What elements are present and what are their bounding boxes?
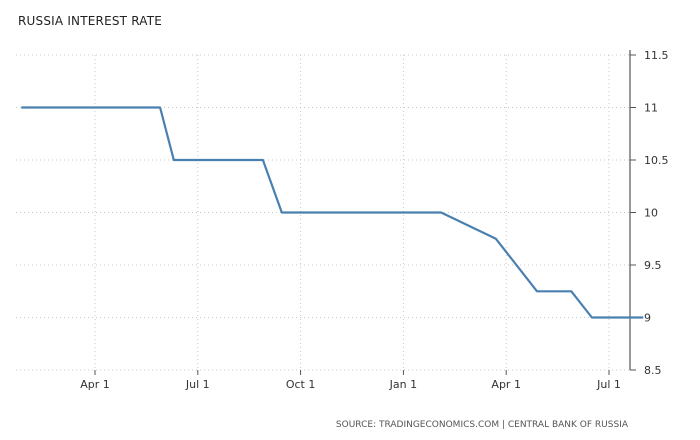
y-tick-label-6: 11.5 <box>644 49 669 62</box>
tick-labels: 8.5 9 9.5 10 10.5 11 11.5 Apr 1 Jul 1 Oct 1 Jan 1 A… <box>80 49 668 391</box>
chart-title: RUSSIA INTEREST RATE <box>18 14 162 28</box>
y-tick-label-0: 8.5 <box>644 364 662 377</box>
x-tick-label-2: Oct 1 <box>286 378 316 391</box>
x-tick-label-3: Jan 1 <box>389 378 417 391</box>
x-tick-label-4: Apr 1 <box>491 378 521 391</box>
series <box>21 106 644 319</box>
source-label: SOURCE: TRADINGECONOMICS.COM | CENTRAL B… <box>336 420 629 430</box>
x-tick-label-5: Jul 1 <box>596 378 621 391</box>
y-tick-label-1: 9 <box>644 312 651 325</box>
series-line-0 <box>21 106 644 319</box>
x-tick-label-1: Jul 1 <box>185 378 210 391</box>
y-tick-label-3: 10 <box>644 207 658 220</box>
x-tick-label-0: Apr 1 <box>80 378 110 391</box>
y-tick-label-2: 9.5 <box>644 259 662 272</box>
y-tick-label-5: 11 <box>644 102 658 115</box>
y-tick-label-4: 10.5 <box>644 154 669 167</box>
